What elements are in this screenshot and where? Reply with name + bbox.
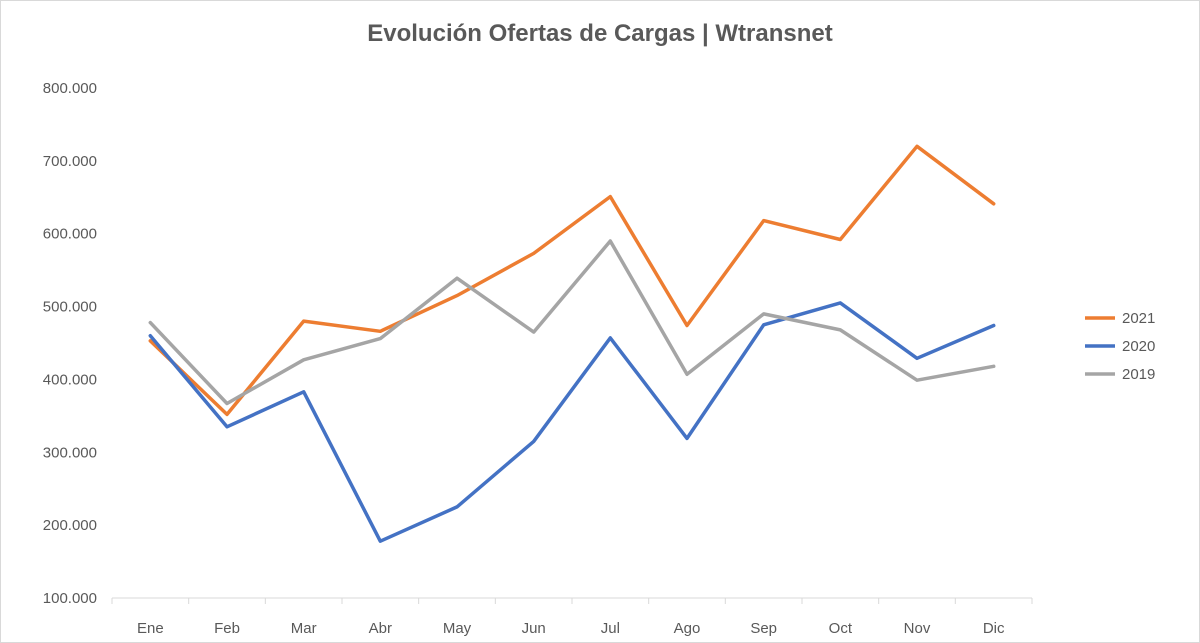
x-tick-label: Feb: [214, 620, 240, 637]
x-tick-label: May: [443, 620, 472, 637]
y-tick-label: 600.000: [43, 226, 97, 243]
y-tick-label: 800.000: [43, 80, 97, 97]
x-tick-label: Nov: [904, 620, 931, 637]
x-tick-label: Ago: [674, 620, 701, 637]
x-tick-label: Sep: [750, 620, 777, 637]
series-line-2021: [148, 144, 996, 417]
x-tick-label: Jun: [522, 620, 546, 637]
y-axis-ticks: 100.000 200.000 300.000 400.000 500.000 600.0…: [43, 80, 97, 607]
series-line-2020: [148, 301, 996, 543]
series-lines: [148, 144, 996, 543]
y-tick-label: 100.000: [43, 590, 97, 607]
x-axis-ticks: Ene Feb Mar Abr May Jun Jul Ago Sep Oct Nov Dic: [111, 598, 1033, 637]
chart-title: Evolución Ofertas de Cargas | Wtransnet: [367, 20, 833, 47]
y-tick-label: 500.000: [43, 299, 97, 316]
legend: 2021 2020 2019: [1085, 310, 1155, 383]
legend-label: 2020: [1122, 338, 1155, 355]
y-tick-label: 200.000: [43, 517, 97, 534]
y-tick-label: 400.000: [43, 371, 97, 388]
x-tick-label: Oct: [829, 620, 853, 637]
x-tick-label: Abr: [369, 620, 392, 637]
x-tick-label: Dic: [983, 620, 1005, 637]
legend-label: 2021: [1122, 310, 1155, 327]
x-tick-label: Mar: [291, 620, 317, 637]
y-tick-label: 300.000: [43, 444, 97, 461]
series-line-2019: [148, 239, 996, 406]
y-tick-label: 700.000: [43, 153, 97, 170]
x-tick-label: Jul: [601, 620, 620, 637]
legend-label: 2019: [1122, 366, 1155, 383]
x-tick-label: Ene: [137, 620, 164, 637]
